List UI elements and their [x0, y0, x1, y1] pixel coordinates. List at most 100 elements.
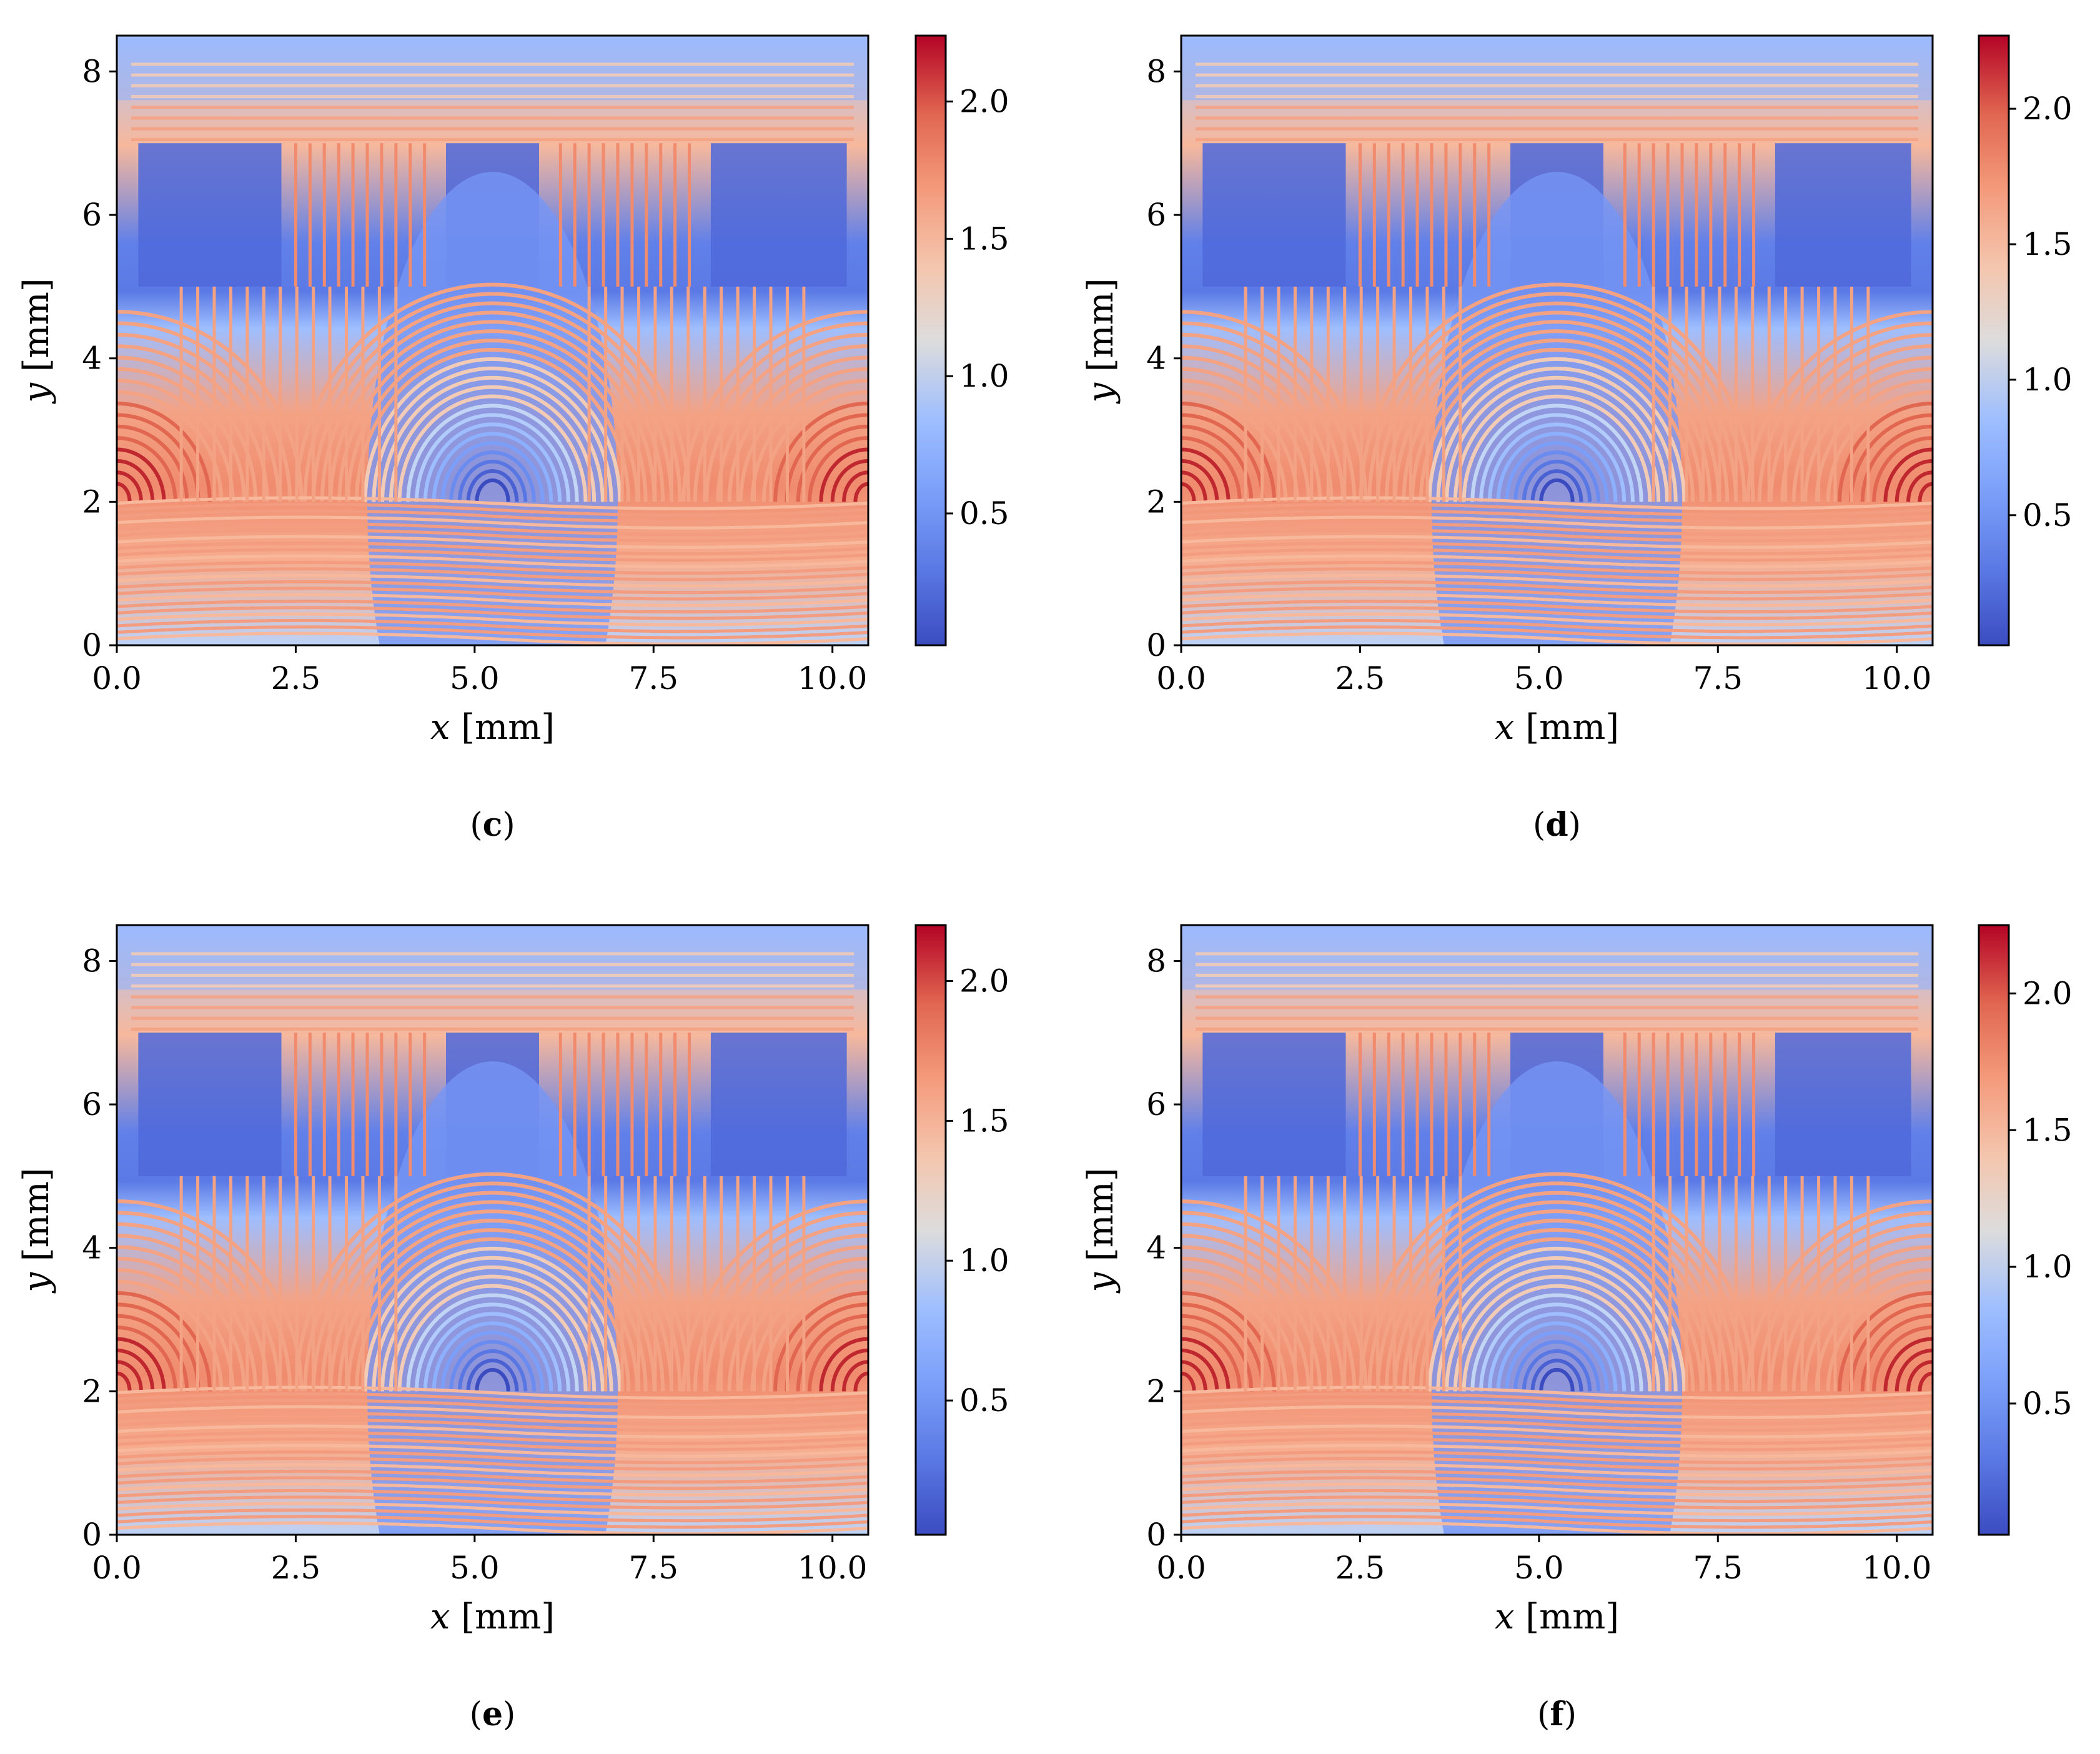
streamline-contour: [117, 1482, 868, 1497]
streamline-contour: [117, 1279, 224, 1392]
streamline-contour: [853, 482, 868, 502]
streamline-contour: [819, 447, 868, 502]
streamline-contour: [117, 1463, 868, 1477]
streamline-contour: [1860, 424, 1933, 502]
y-axis-label: y [mm]: [1081, 1167, 1121, 1294]
colorbar: [1978, 34, 2010, 647]
streamline-contour: [1181, 573, 1933, 588]
streamline-contour: [457, 1349, 528, 1392]
streamline-contour: [397, 394, 588, 502]
heatmap-field: [117, 36, 868, 645]
streamline-contour: [320, 310, 665, 502]
streamline-contour: [415, 413, 570, 502]
streamline-contour: [117, 1515, 868, 1529]
streamline-contour: [1181, 1424, 1933, 1439]
streamline-contour: [406, 1293, 579, 1392]
streamline-contour: [117, 332, 280, 502]
low-field-region: [138, 143, 282, 287]
streamline-contour: [1181, 632, 1933, 645]
streamline-contour: [117, 496, 868, 510]
streamline-contour: [449, 1340, 536, 1392]
x-tick-label: 10.0: [798, 660, 867, 696]
x-tick-label: 2.5: [1335, 1550, 1385, 1586]
streamline-contour: [1791, 355, 1933, 502]
streamline-contour: [830, 1348, 868, 1392]
streamline-contour: [1453, 1275, 1661, 1392]
streamline-contour: [1181, 1325, 1242, 1392]
streamline-contour: [1181, 1450, 1933, 1465]
streamline-contour: [117, 587, 868, 601]
streamline-contour: [117, 541, 868, 556]
streamline-contour: [1815, 379, 1933, 502]
streamline-contour: [372, 1256, 613, 1392]
streamline-contour: [117, 618, 868, 633]
streamline-contour: [329, 1209, 656, 1392]
streamline-contour: [1181, 528, 1933, 543]
streamline-contour: [1181, 379, 1299, 502]
streamline-contour: [1872, 436, 1933, 502]
streamline-contour: [117, 1502, 868, 1516]
streamline-contour: [320, 1200, 665, 1392]
x-tick-label: 0.0: [1156, 1550, 1206, 1586]
streamline-contour: [1826, 1280, 1933, 1392]
streamline-contour: [294, 282, 691, 502]
streamline-contour: [117, 1411, 868, 1426]
colorbar-tick-label: 1.0: [2023, 1249, 2073, 1285]
streamline-contour: [1181, 1469, 1933, 1484]
streamline-contour: [117, 612, 868, 627]
heatmap-field: [1181, 36, 1933, 645]
streamline-contour: [117, 599, 868, 614]
streamline-contour: [1181, 515, 1933, 530]
axes-frame: [1180, 34, 1934, 647]
colorbar-tick-label: 1.5: [959, 220, 1009, 257]
streamline-contour: [1181, 606, 1933, 620]
colorbar-tick-label: 0.5: [959, 495, 1009, 532]
low-field-region: [1202, 1033, 1346, 1176]
streamline-contour: [117, 1469, 868, 1484]
y-axis-label: y [mm]: [16, 278, 57, 404]
y-tick-label: 2: [1146, 483, 1166, 520]
x-tick-label: 5.0: [450, 1550, 500, 1586]
panel-label: (c): [470, 806, 515, 844]
streamline-contour: [117, 413, 201, 502]
axes-frame: [116, 34, 869, 647]
low-field-region: [1202, 143, 1346, 287]
streamline-contour: [1181, 1521, 1933, 1535]
low-field-region: [1775, 143, 1911, 287]
top-band: [117, 36, 868, 101]
streamline-contour: [1181, 1392, 1933, 1407]
streamline-contour: [1384, 1200, 1730, 1392]
streamline-contour: [117, 509, 868, 523]
streamline-contour: [819, 1337, 868, 1392]
streamline-contour: [1769, 333, 1933, 502]
streamline-contour: [796, 424, 868, 502]
x-tick-label: 0.0: [1156, 660, 1206, 696]
streamline-contour: [1181, 414, 1265, 502]
streamline-contour: [1181, 612, 1933, 627]
streamline-contour: [1419, 1237, 1695, 1392]
streamline-contour: [1181, 618, 1933, 633]
y-tick-label: 4: [82, 340, 102, 377]
colorbar-tick-label: 2.0: [959, 963, 1009, 999]
streamline-contour: [1462, 1284, 1652, 1392]
streamline-contour: [1906, 1360, 1933, 1392]
streamline-contour: [1181, 1515, 1933, 1529]
streamline-contour: [1918, 1372, 1933, 1392]
y-tick-label: 2: [82, 1373, 102, 1409]
streamline-contour: [1849, 1303, 1933, 1392]
streamline-contour: [1393, 1209, 1721, 1392]
streamline-contour: [1359, 1172, 1755, 1392]
streamline-contour: [117, 1476, 868, 1490]
streamline-contour: [117, 1392, 868, 1407]
streamline-contour: [1181, 1268, 1299, 1392]
streamline-contour: [1376, 301, 1738, 502]
streamline-contour: [1462, 395, 1652, 502]
streamline-contour: [1181, 599, 1933, 614]
streamline-contour: [117, 482, 132, 502]
streamline-contour: [1505, 1330, 1609, 1392]
streamline-contour: [415, 1302, 570, 1392]
y-tick-label: 6: [1146, 1086, 1166, 1122]
streamline-contour: [1181, 567, 1933, 582]
x-tick-label: 2.5: [1335, 660, 1385, 696]
